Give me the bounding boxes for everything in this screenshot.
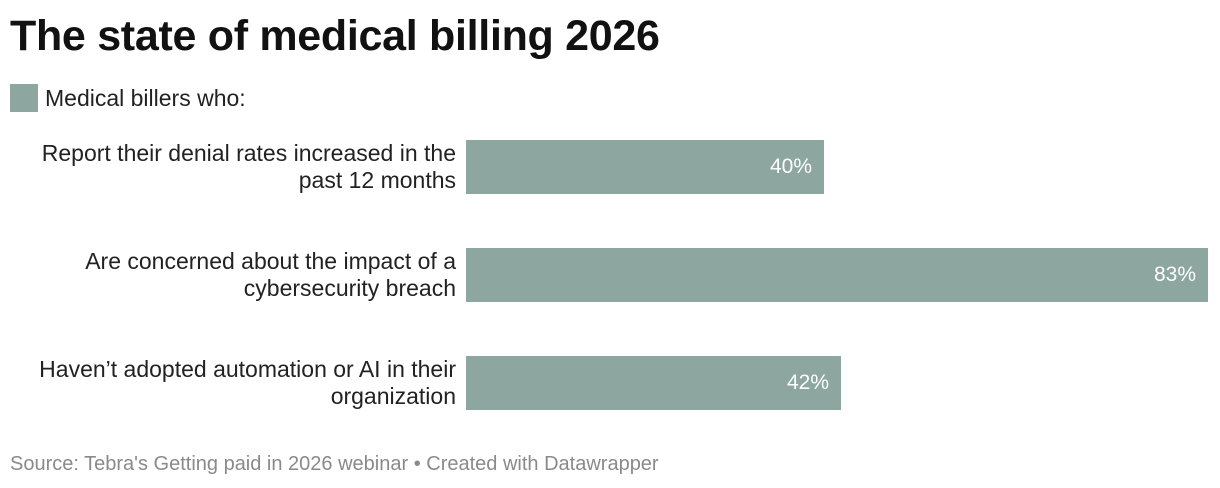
chart-title: The state of medical billing 2026 <box>10 12 660 60</box>
bar: 42% <box>466 356 841 410</box>
category-label-line: Are concerned about the impact of a <box>85 248 456 274</box>
bar-value-label: 40% <box>769 155 812 178</box>
category-label: Haven’t adopted automation or AI in thei… <box>0 356 456 410</box>
category-label-line: past 12 months <box>298 167 456 193</box>
category-label-line: organization <box>330 383 456 409</box>
bar-value-label: 42% <box>786 371 829 394</box>
bar: 40% <box>466 140 824 194</box>
legend-swatch <box>10 84 38 112</box>
bar: 83% <box>466 248 1208 302</box>
legend: Medical billers who: <box>10 84 246 112</box>
category-label-line: Report their denial rates increased in t… <box>41 140 456 166</box>
category-label-line: Haven’t adopted automation or AI in thei… <box>39 356 456 382</box>
bar-value-label: 83% <box>1153 263 1196 286</box>
category-label: Report their denial rates increased in t… <box>0 140 456 194</box>
legend-label: Medical billers who: <box>45 84 246 111</box>
category-label-line: cybersecurity breach <box>243 275 456 301</box>
source-note: Source: Tebra's Getting paid in 2026 web… <box>10 453 659 475</box>
category-label: Are concerned about the impact of a cyber… <box>0 248 456 302</box>
